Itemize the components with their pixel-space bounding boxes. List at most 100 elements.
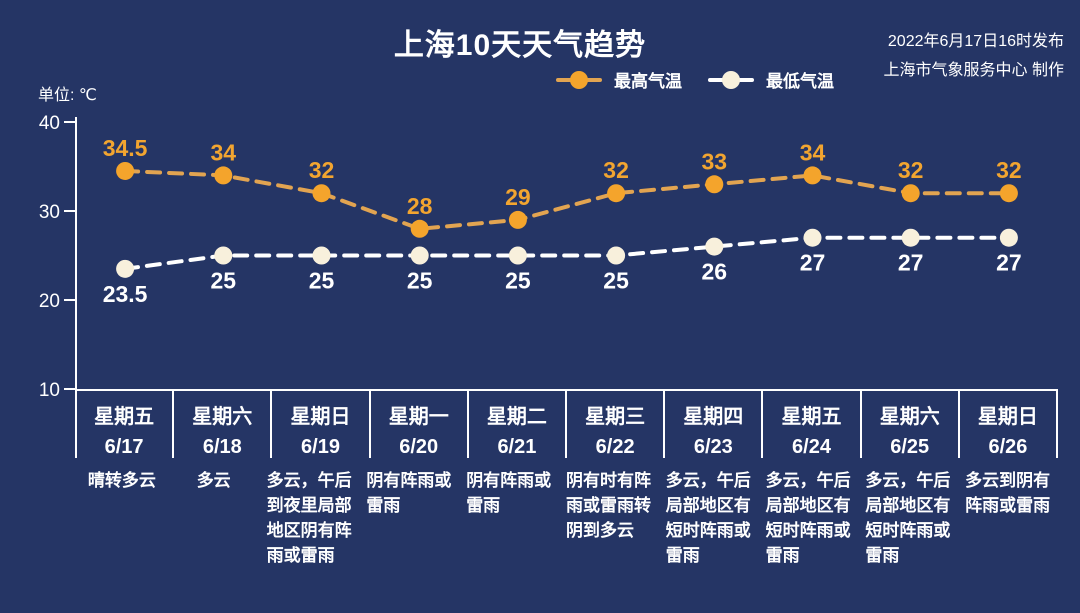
low-temp-point [803,228,822,247]
day-cell: 星期五 6/24 [763,391,862,458]
date-label: 6/20 [399,436,439,458]
day-header-row: 星期五 6/17 星期六 6/18 星期日 6/19 星期一 6/20 星期二 6/21 … [76,389,1059,458]
y-axis-tick-label: 20 [39,291,60,312]
high-temp-point [312,184,331,203]
day-cell: 星期三 6/22 [567,391,666,458]
date-label: 6/18 [202,436,242,458]
weekday-label: 星期六 [879,406,940,428]
high-temp-point [999,184,1018,203]
high-temp-point [116,161,135,180]
high-temp-point [410,219,429,238]
low-temp-label: 25 [505,268,531,294]
low-temp-point [116,259,135,278]
low-temp-point [410,246,429,265]
high-temp-label: 32 [996,157,1022,183]
weather-desc: 阴有阵雨或雷雨 [466,471,552,515]
date-label: 6/22 [595,436,635,458]
high-temp-label: 34 [800,139,826,165]
low-temp-label: 25 [309,268,335,294]
high-temp-label: 32 [309,157,335,183]
date-label: 6/21 [497,436,537,458]
date-label: 6/17 [104,436,144,458]
low-temp-point [705,237,724,256]
weather-desc: 多云，午后局部地区有短时阵雨或雷雨 [765,471,851,565]
weather-desc: 多云，午后到夜里局部地区阴有阵雨或雷雨 [266,471,352,565]
day-cell: 星期日 6/26 [960,391,1059,458]
weekday-label: 星期日 [977,406,1038,428]
weather-desc: 阴有时有阵雨或雷雨转阴到多云 [565,471,651,540]
weekday-label: 星期五 [94,406,155,428]
y-axis-tick-label: 30 [39,202,60,223]
release-time: 2022年6月17日16时发布 [887,33,1064,50]
release-info: 2022年6月17日16时发布 上海市气象服务中心 制作 [884,27,1064,85]
weather-desc: 阴有阵雨或雷雨 [366,471,452,515]
high-temp-label: 32 [898,157,924,183]
low-temp-point [508,246,527,265]
day-cell: 星期五 6/17 [76,391,175,458]
weekday-label: 星期三 [585,406,646,428]
weekday-label: 星期日 [290,406,351,428]
day-cell: 星期日 6/19 [272,391,371,458]
day-cell: 星期二 6/21 [469,391,568,458]
low-temp-label: 25 [407,268,433,294]
high-temp-point [508,210,527,229]
y-axis-tick-label: 10 [39,380,60,401]
high-temp-label: 29 [505,184,531,210]
legend-item-low: 最低气温 [708,67,834,92]
weather-desc: 晴转多云 [87,471,156,490]
weather-desc: 多云到阴有阵雨或雷雨 [965,471,1051,515]
day-cell: 星期一 6/20 [371,391,469,458]
low-temp-label: 27 [996,250,1022,276]
day-cell: 星期四 6/23 [665,391,764,458]
weather-desc-row: 晴转多云 多云 多云，午后到夜里局部地区阴有阵雨或雷雨 阴有阵雨或雷雨 阴有阵雨… [76,468,1058,568]
high-temp-label: 34.5 [103,135,148,161]
high-temp-point [705,175,724,194]
high-temp-label: 34 [211,139,237,165]
y-axis-tick-label: 40 [39,113,60,134]
date-label: 6/23 [693,436,733,458]
page-title: 上海10天天气趋势 [393,29,647,62]
legend-item-high: 最高气温 [556,67,682,92]
high-temp-point [901,184,920,203]
date-label: 6/24 [792,436,831,458]
legend-label-high: 最高气温 [614,72,682,91]
low-temp-point [901,228,920,247]
low-temp-line [123,235,1011,271]
weather-desc: 多云 [196,471,231,490]
weekday-label: 星期六 [192,406,253,428]
high-temp-line [123,168,1011,231]
weather-desc: 多云，午后局部地区有短时阵雨或雷雨 [665,471,751,565]
high-temp-legend-marker-icon [556,70,602,90]
low-temp-label: 26 [702,259,728,285]
date-label: 6/19 [301,436,340,458]
low-temp-point [607,246,626,265]
high-temp-point [803,166,822,185]
weekday-label: 星期五 [781,406,842,428]
low-temp-label: 27 [898,250,924,276]
low-temp-legend-marker-icon [708,70,754,90]
low-temp-point [312,246,331,265]
high-temp-label: 33 [702,148,728,174]
weekday-label: 星期二 [486,406,547,428]
high-temp-label: 32 [603,157,629,183]
day-cell: 星期六 6/18 [174,391,273,458]
low-temp-label: 25 [603,268,629,294]
date-label: 6/25 [890,436,930,458]
low-temp-point [999,228,1018,247]
release-author: 上海市气象服务中心 制作 [883,62,1064,79]
high-temp-point [607,184,626,203]
weather-desc: 多云，午后局部地区有短时阵雨或雷雨 [865,471,951,565]
low-temp-label: 27 [800,250,826,276]
weekday-label: 星期一 [388,406,449,428]
legend-label-low: 最低气温 [766,72,834,91]
low-temp-label: 25 [211,268,237,294]
legend: 最高气温 最低气温 [556,67,834,92]
low-temp-point [214,246,233,265]
low-temp-label: 23.5 [103,281,148,307]
unit-label: 单位: ℃ [38,87,97,104]
day-cell: 星期六 6/25 [862,391,960,458]
date-label: 6/26 [988,436,1028,458]
high-temp-point [214,166,233,185]
